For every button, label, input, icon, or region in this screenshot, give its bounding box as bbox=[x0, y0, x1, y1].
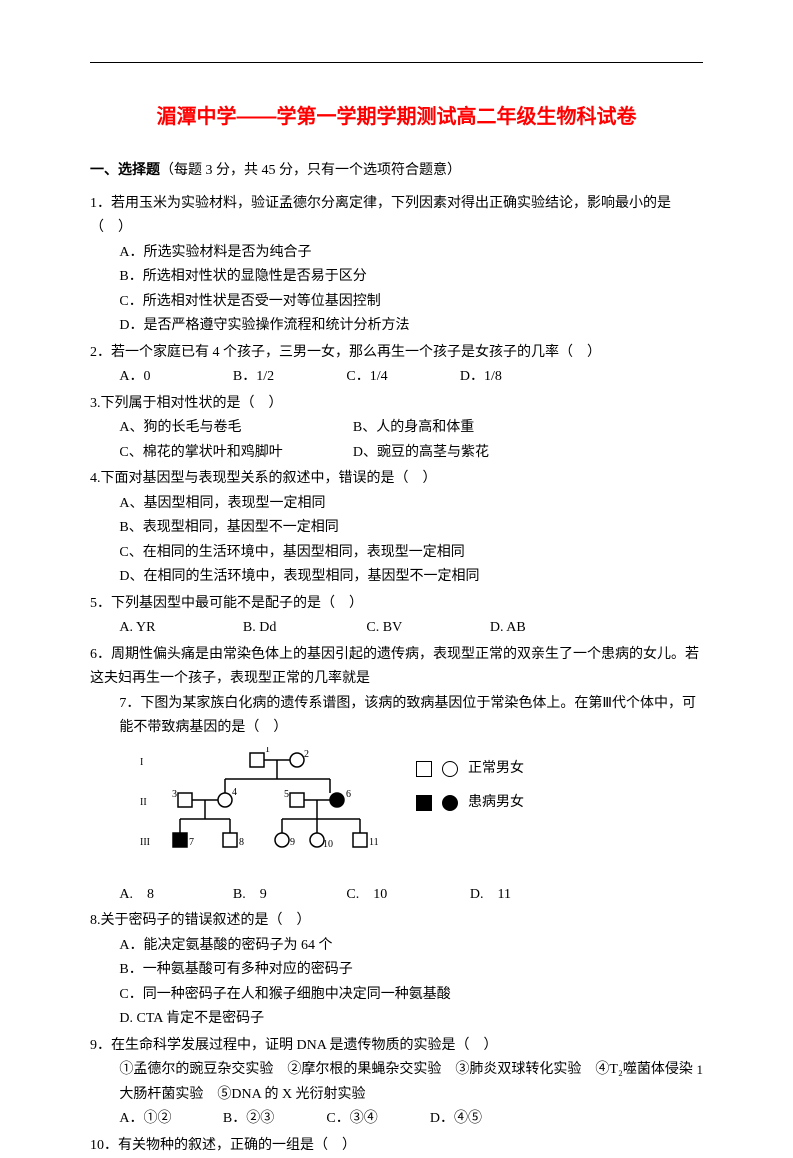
pedigree-row: I II III 1 2 3 4 5 6 7 8 9 10 11 正常男女 患病男女 bbox=[132, 747, 703, 877]
legend-affected: 患病男女 bbox=[416, 791, 524, 816]
q4-a: A、基因型相同，表现型一定相同 bbox=[90, 492, 703, 517]
q8-a: A．能决定氨基酸的密码子为 64 个 bbox=[90, 934, 703, 959]
q2-c: C．1/4 bbox=[346, 365, 456, 390]
q8-b: B．一种氨基酸可有多种对应的密码子 bbox=[90, 958, 703, 983]
pedigree-legend: 正常男女 患病男女 bbox=[416, 757, 524, 826]
svg-text:I: I bbox=[140, 757, 143, 768]
q7-options: A. 8 B. 9 C. 10 D. 11 bbox=[90, 883, 703, 908]
circle-icon bbox=[442, 761, 458, 777]
circle-filled-icon bbox=[442, 795, 458, 811]
legend-affected-text: 患病男女 bbox=[468, 791, 524, 816]
q5-d: D. AB bbox=[490, 616, 610, 641]
svg-text:11: 11 bbox=[369, 837, 379, 848]
q8-stem: 8.关于密码子的错误叙述的是（ ） bbox=[90, 909, 703, 934]
q3-stem: 3.下列属于相对性状的是（ ） bbox=[90, 392, 703, 417]
q9-c: C．③④ bbox=[326, 1107, 426, 1132]
exam-title: 湄潭中学——学第一学期学期测试高二年级生物科试卷 bbox=[90, 100, 703, 135]
page-number: 1 bbox=[697, 1059, 704, 1082]
q10-stem: 10．有关物种的叙述，正确的一组是（ ） bbox=[90, 1134, 703, 1158]
section-label: 一、选择题 bbox=[90, 163, 160, 178]
q5-options: A. YR B. Dd C. BV D. AB bbox=[90, 616, 703, 641]
q3-a: A、狗的长毛与卷毛 bbox=[119, 416, 349, 441]
q1-d: D．是否严格遵守实验操作流程和统计分析方法 bbox=[90, 314, 703, 339]
q5: 5．下列基因型中最可能不是配子的是（ ） A. YR B. Dd C. BV D… bbox=[90, 592, 703, 641]
q5-b: B. Dd bbox=[243, 616, 363, 641]
q9-b: B．②③ bbox=[223, 1107, 323, 1132]
q2-a: A．0 bbox=[119, 365, 229, 390]
svg-text:II: II bbox=[140, 797, 147, 808]
q9-d: D．④⑤ bbox=[430, 1107, 530, 1132]
section-heading: 一、选择题（每题 3 分，共 45 分，只有一个选项符合题意） bbox=[90, 159, 703, 184]
q3-c: C、棉花的掌状叶和鸡脚叶 bbox=[119, 441, 349, 466]
q7-stem: 7．下图为某家族白化病的遗传系谱图，该病的致病基因位于常染色体上。在第Ⅲ代个体中… bbox=[90, 692, 703, 741]
q7-c: C. 10 bbox=[346, 883, 466, 908]
q1-stem: 1．若用玉米为实验材料，验证孟德尔分离定律，下列因素对得出正确实验结论，影响最小… bbox=[90, 192, 703, 241]
svg-text:10: 10 bbox=[323, 839, 333, 850]
svg-text:4: 4 bbox=[232, 787, 237, 798]
q4-d: D、在相同的生活环境中，表现型相同，基因型不一定相同 bbox=[90, 565, 703, 590]
q2-b: B．1/2 bbox=[233, 365, 343, 390]
q4-c: C、在相同的生活环境中，基因型相同，表现型一定相同 bbox=[90, 541, 703, 566]
top-rule bbox=[90, 62, 703, 63]
svg-text:3: 3 bbox=[172, 789, 177, 800]
q10: 10．有关物种的叙述，正确的一组是（ ） bbox=[90, 1134, 703, 1158]
q9-options: A．①② B．②③ C．③④ D．④⑤ bbox=[90, 1107, 703, 1132]
q2-options: A．0 B．1/2 C．1/4 D．1/8 bbox=[90, 365, 703, 390]
legend-normal-text: 正常男女 bbox=[468, 757, 524, 782]
svg-text:5: 5 bbox=[284, 789, 289, 800]
q2: 2．若一个家庭已有 4 个孩子，三男一女，那么再生一个孩子是女孩子的几率（ ） … bbox=[90, 341, 703, 390]
q2-stem: 2．若一个家庭已有 4 个孩子，三男一女，那么再生一个孩子是女孩子的几率（ ） bbox=[90, 341, 703, 366]
q4: 4.下面对基因型与表现型关系的叙述中，错误的是（ ） A、基因型相同，表现型一定… bbox=[90, 467, 703, 590]
q2-d: D．1/8 bbox=[460, 365, 570, 390]
q4-b: B、表现型相同，基因型不一定相同 bbox=[90, 516, 703, 541]
svg-text:9: 9 bbox=[290, 837, 295, 848]
q5-c: C. BV bbox=[366, 616, 486, 641]
q6-stem1: 6．周期性偏头痛是由常染色体上的基因引起的遗传病，表现型正常的双亲生了一个患病的… bbox=[90, 643, 703, 692]
svg-text:III: III bbox=[140, 837, 150, 848]
q8-c: C．同一种密码子在人和猴子细胞中决定同一种氨基酸 bbox=[90, 983, 703, 1008]
q1-a: A．所选实验材料是否为纯合子 bbox=[90, 241, 703, 266]
q6: 6．周期性偏头痛是由常染色体上的基因引起的遗传病，表现型正常的双亲生了一个患病的… bbox=[90, 643, 703, 908]
q5-stem: 5．下列基因型中最可能不是配子的是（ ） bbox=[90, 592, 703, 617]
q8-d: D. CTA 肯定不是密码子 bbox=[90, 1007, 703, 1032]
legend-normal: 正常男女 bbox=[416, 757, 524, 782]
q8: 8.关于密码子的错误叙述的是（ ） A．能决定氨基酸的密码子为 64 个 B．一… bbox=[90, 909, 703, 1032]
q9-stem: 9．在生命科学发展过程中，证明 DNA 是遗传物质的实验是（ ） bbox=[90, 1034, 703, 1059]
q3-b: B、人的身高和体重 bbox=[353, 416, 474, 441]
svg-text:6: 6 bbox=[346, 789, 351, 800]
q4-stem: 4.下面对基因型与表现型关系的叙述中，错误的是（ ） bbox=[90, 467, 703, 492]
section-note: （每题 3 分，共 45 分，只有一个选项符合题意） bbox=[160, 163, 461, 178]
svg-text:7: 7 bbox=[189, 837, 194, 848]
square-icon bbox=[416, 761, 432, 777]
q3-row2: C、棉花的掌状叶和鸡脚叶 D、豌豆的高茎与紫花 bbox=[90, 441, 703, 466]
q1: 1．若用玉米为实验材料，验证孟德尔分离定律，下列因素对得出正确实验结论，影响最小… bbox=[90, 192, 703, 339]
q5-a: A. YR bbox=[119, 616, 239, 641]
square-filled-icon bbox=[416, 795, 432, 811]
svg-text:8: 8 bbox=[239, 837, 244, 848]
svg-text:2: 2 bbox=[304, 749, 309, 760]
q9-a: A．①② bbox=[119, 1107, 219, 1132]
q9-items: ①孟德尔的豌豆杂交实验 ②摩尔根的果蝇杂交实验 ③肺炎双球转化实验 ④T₂噬菌体… bbox=[90, 1058, 703, 1107]
pedigree-diagram: I II III 1 2 3 4 5 6 7 8 9 10 11 bbox=[132, 747, 392, 877]
q9: 9．在生命科学发展过程中，证明 DNA 是遗传物质的实验是（ ） ①孟德尔的豌豆… bbox=[90, 1034, 703, 1132]
q7-d: D. 11 bbox=[470, 883, 580, 908]
q1-b: B．所选相对性状的显隐性是否易于区分 bbox=[90, 265, 703, 290]
svg-text:1: 1 bbox=[265, 747, 270, 755]
q3-row1: A、狗的长毛与卷毛 B、人的身高和体重 bbox=[90, 416, 703, 441]
q1-c: C．所选相对性状是否受一对等位基因控制 bbox=[90, 290, 703, 315]
q3-d: D、豌豆的高茎与紫花 bbox=[353, 441, 489, 466]
q7-a: A. 8 bbox=[119, 883, 229, 908]
q7-b: B. 9 bbox=[233, 883, 343, 908]
q3: 3.下列属于相对性状的是（ ） A、狗的长毛与卷毛 B、人的身高和体重 C、棉花… bbox=[90, 392, 703, 466]
